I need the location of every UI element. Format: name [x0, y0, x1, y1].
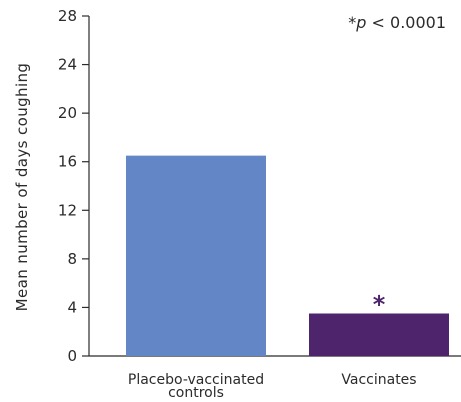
y-tick-label: 20: [58, 104, 77, 122]
significance-marker: *: [373, 291, 386, 319]
y-tick-label: 24: [58, 56, 77, 74]
p-value-annotation: *p < 0.0001: [348, 13, 446, 32]
p-value-star: *: [348, 13, 356, 32]
y-axis: 0 4 8 12 16 20 24 28: [58, 7, 90, 365]
y-tick-label: 12: [58, 201, 77, 219]
y-tick-label: 4: [67, 298, 77, 316]
p-value-symbol: p: [355, 13, 366, 32]
y-tick-label: 8: [67, 250, 77, 268]
x-tick-label: Vaccinates: [341, 372, 416, 388]
bar-0: [126, 155, 266, 356]
y-tick-label: 0: [67, 347, 77, 365]
y-axis-label: Mean number of days coughing: [13, 63, 31, 312]
y-tick-label: 16: [58, 153, 77, 171]
bar-1: [309, 313, 449, 356]
y-tick-label: 28: [58, 7, 77, 25]
x-tick-label: controls: [168, 385, 224, 401]
p-value-comparison: < 0.0001: [366, 13, 446, 32]
bars-group: *: [126, 155, 449, 356]
x-tick-label: Placebo-vaccinated: [128, 372, 264, 388]
